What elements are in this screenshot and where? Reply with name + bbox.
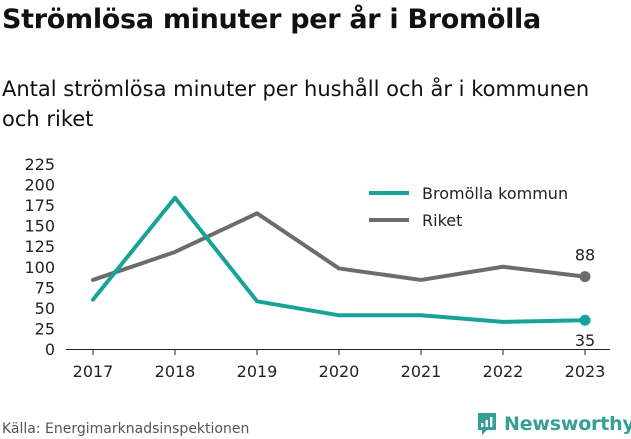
- y-tick-label: 50: [35, 299, 55, 318]
- y-tick-label: 200: [24, 176, 55, 195]
- x-tick-label: 2021: [401, 362, 442, 381]
- x-tick-label: 2019: [237, 362, 278, 381]
- brand-name: Newsworthy: [504, 413, 631, 435]
- series-layer: 88 35: [91, 195, 595, 350]
- chart-title: Strömlösa minuter per år i Bromölla: [2, 4, 541, 35]
- x-tick-label: 2023: [565, 362, 606, 381]
- y-tick-label: 0: [45, 340, 55, 359]
- source-note: Källa: Energimarknadsinspektionen: [2, 421, 250, 437]
- legend-label: Bromölla kommun: [422, 184, 568, 203]
- end-value-label: 88: [575, 246, 595, 265]
- y-tick-label: 125: [24, 237, 55, 256]
- data-point: [579, 271, 591, 283]
- x-tick-label: 2020: [319, 362, 360, 381]
- y-tick-label: 25: [35, 319, 55, 338]
- legend-label: Riket: [422, 211, 462, 230]
- end-value-label: 35: [575, 331, 595, 350]
- newsworthy-logo-icon: [478, 413, 496, 435]
- data-point: [579, 314, 591, 326]
- y-tick-label: 225: [24, 155, 55, 174]
- x-axis: 2017 2018 2019 2020 2021 2022 2023: [66, 349, 610, 381]
- x-tick-label: 2018: [155, 362, 196, 381]
- x-tick-label: 2022: [483, 362, 524, 381]
- y-tick-label: 150: [24, 217, 55, 236]
- chart-subtitle: Antal strömlösa minuter per hushåll och …: [2, 77, 590, 131]
- y-tick-label: 175: [24, 196, 55, 215]
- y-tick-label: 75: [35, 278, 55, 297]
- x-tick-label: 2017: [73, 362, 114, 381]
- legend: Bromölla kommun Riket: [360, 178, 606, 236]
- y-tick-label: 100: [24, 258, 55, 277]
- legend-box: [360, 178, 606, 236]
- brand-logo: Newsworthy: [476, 409, 631, 439]
